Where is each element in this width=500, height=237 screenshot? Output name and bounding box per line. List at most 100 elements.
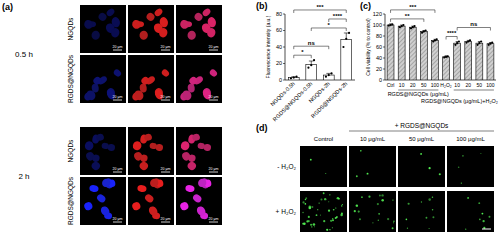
scale-bar [161,172,170,173]
data-point [478,42,480,44]
y-tick-label: 100 [373,22,382,28]
background [0,0,500,237]
ros-spot [462,155,464,157]
scale-bar [482,229,491,230]
ros-spot [432,216,434,218]
ros-spot [482,220,484,222]
nucleus [83,201,93,211]
ros-spot [393,222,394,223]
data-point [454,44,456,46]
nucleus [99,205,111,218]
significance-bracket [294,10,347,13]
ros-spot [428,167,430,169]
scale-bar [209,100,218,101]
bar [341,40,352,80]
ros-spot [393,220,395,222]
y-tick [283,30,285,31]
panel-label: (b) [256,1,268,11]
nucleus [89,184,99,192]
ros-spot [480,153,481,154]
x-tick-label: 50 [477,82,483,88]
error-bar [309,61,314,64]
y-tick-label: 60 [276,27,282,33]
nucleus [192,193,203,204]
column-label: 50 μg/mL [409,136,435,142]
ros-spot [328,210,330,212]
x-tick-label: H₂O₂ [440,82,451,88]
nucleus [207,16,217,28]
significance-label: * [328,22,331,28]
ros-spot [332,218,333,219]
ros-spot [302,212,303,213]
x-tick-label: 100 [431,82,440,88]
nucleus [97,11,108,22]
ros-spot [406,219,408,221]
micrograph: 20 μm [176,55,222,103]
scale-bar [113,172,122,173]
scale-bar-label: 20 μm [161,95,171,99]
y-tick-label: 20 [276,60,282,66]
ros-spot [465,228,466,229]
ros-spot [302,223,304,225]
micrograph: 20 μm [176,5,222,53]
nucleus [107,144,115,152]
x-tick-label: Ctrl [387,82,395,88]
y-tick-label: 20 [376,66,382,72]
data-point [458,40,460,42]
micrograph: 20 μm [128,55,174,103]
error-bar [344,33,349,40]
ros-spot [314,226,315,227]
scale-bar-label: 20 μm [209,45,219,49]
data-point [402,24,404,26]
ros-spot [439,173,441,175]
column-label: 100 μg/mL [456,136,485,142]
data-point [391,23,393,25]
significance-label: *** [316,4,324,10]
ros-spot [367,173,369,175]
scale-bar [113,222,122,223]
ros-spot [432,209,433,210]
image-bg [128,5,174,53]
figure: (a)0.5 hNGQDs20 μm20 μm20 μmRGDS@NGQDs20… [0,0,500,237]
ros-spot [378,213,380,215]
significance-bracket [329,19,347,22]
y-axis-label: Fluorescence intensity (a.u.) [265,15,271,78]
ros-spot [342,204,343,205]
nucleus [147,205,159,218]
image-bg [447,191,494,232]
image-bg [128,127,174,175]
data-point [342,46,344,48]
y-tick-label: 0 [279,77,282,83]
ros-spot [311,226,313,228]
y-tick [283,63,285,64]
ros-spot [479,218,481,220]
chart: (c)020406080100120Cell viability (% to c… [360,1,498,104]
micrograph: 20 μm [80,5,126,53]
ros-spot [330,220,332,222]
ros-spot [421,201,422,202]
ros-spot [407,228,408,229]
ros-spot [335,207,336,208]
ros-spot [326,229,328,231]
micrograph: 20 μm [128,5,174,53]
column-label: Control [314,136,333,142]
ros-spot [356,175,358,177]
scale-bar-label: 20 μm [209,95,219,99]
ros-spot [372,222,373,223]
ros-spot [428,198,431,201]
ros-spot [305,197,307,199]
micrograph [349,191,396,232]
nucleus [181,89,193,102]
scale-bar [161,50,170,51]
nucleus [201,7,212,17]
data-point [469,39,471,41]
chart: (b)020406080Fluorescence intensity (a.u.… [256,1,355,122]
data-point [295,76,297,78]
ros-spot [310,159,312,161]
ros-spot [302,201,304,203]
image-bg [349,191,396,232]
nucleus [196,177,208,189]
data-point [348,32,350,34]
significance-bracket [446,37,457,40]
ros-spot [308,216,310,218]
